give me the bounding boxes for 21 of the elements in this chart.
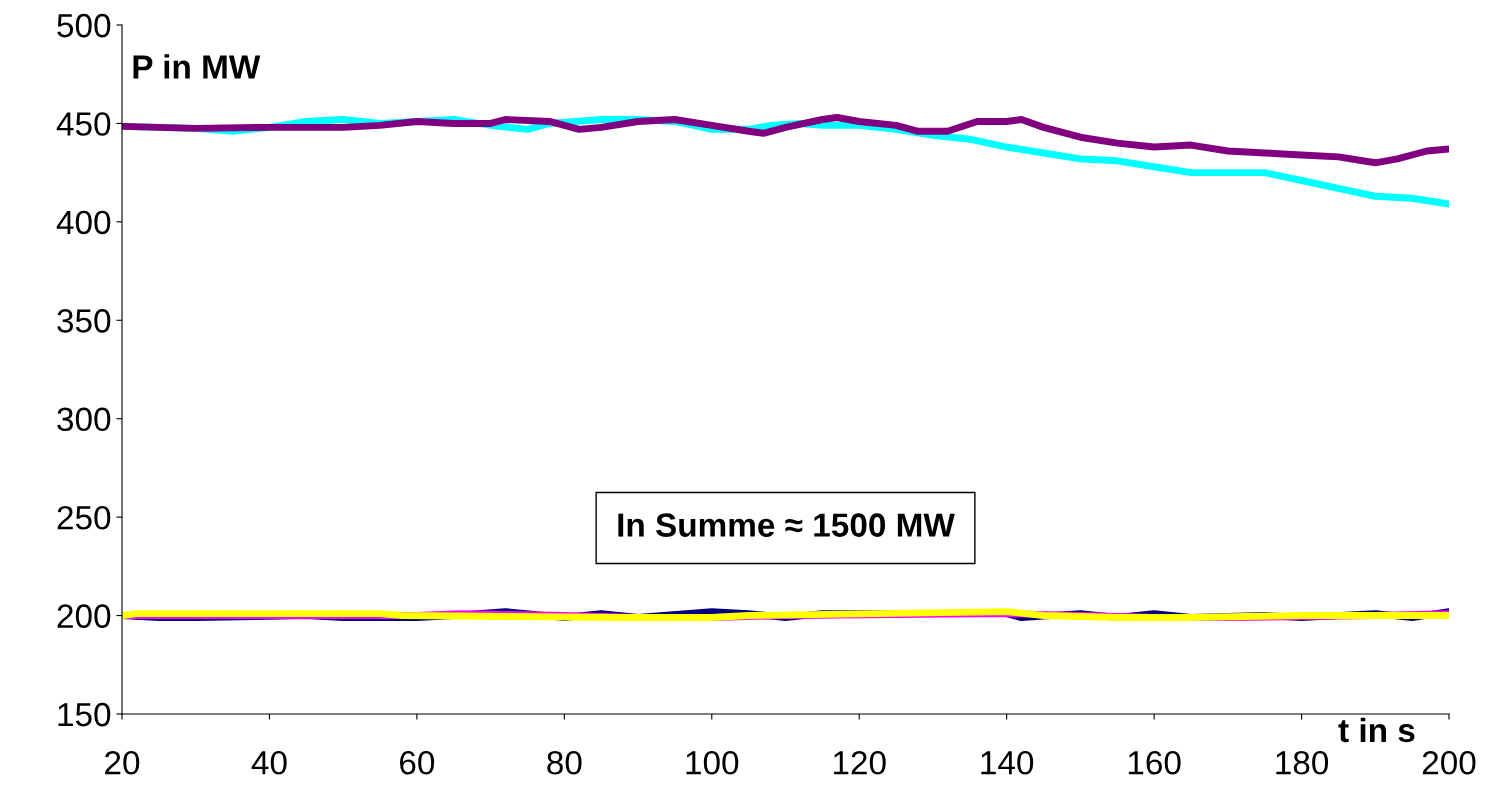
annotation: In Summe ≈ 1500 MW (618, 513, 955, 537)
x-axis-title: t in s (1338, 717, 1415, 743)
x-tick-label: 120 (833, 750, 886, 775)
y-tick-label: 200 (57, 604, 111, 628)
y-tick-label: 300 (57, 407, 111, 432)
x-tick-label: 140 (981, 750, 1034, 775)
x-tick-label: 80 (547, 750, 582, 775)
x-tick-label: 100 (686, 750, 739, 775)
y-tick-label: 350 (57, 309, 111, 333)
x-tick-label: 60 (400, 750, 435, 775)
x-tick-label: 40 (251, 750, 287, 775)
x-tick-label: 200 (1422, 750, 1476, 775)
x-tick-label: 160 (1128, 750, 1181, 775)
y-tick-label: 400 (56, 210, 111, 235)
y-axis-title: P in MW (133, 54, 261, 79)
x-tick-label: 20 (105, 750, 140, 775)
y-tick-label: 250 (57, 505, 111, 530)
y-tick-label: 500 (57, 13, 111, 38)
y-tick-label: 150 (58, 702, 111, 727)
y-tick-label: 450 (56, 112, 111, 136)
x-tick-label: 180 (1276, 750, 1329, 775)
